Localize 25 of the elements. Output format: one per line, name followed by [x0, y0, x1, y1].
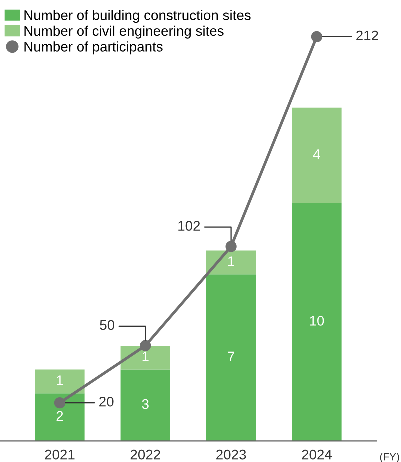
data-label: 50	[100, 320, 115, 330]
data-label: 1	[228, 256, 234, 266]
legend-label: Number of building construction sites	[24, 10, 251, 24]
bar	[35, 370, 85, 394]
bar	[292, 203, 342, 442]
x-tick-label: 2023	[216, 450, 246, 460]
x-tick-label: 2021	[45, 450, 75, 460]
data-label: 10	[310, 316, 324, 326]
legend-label: Number of participants	[24, 42, 163, 55]
data-label: 102	[178, 221, 200, 231]
data-label: 1	[142, 352, 149, 362]
data-label: 212	[356, 30, 378, 41]
data-label: 1	[57, 376, 64, 386]
bar	[206, 274, 256, 442]
x-tick-label: 2024	[302, 450, 332, 460]
data-label: 4	[313, 150, 320, 160]
data-label: 2	[56, 411, 64, 421]
data-label: 7	[228, 352, 234, 362]
legend-label: Number of civil engineering sites	[24, 26, 224, 39]
bar	[35, 394, 85, 442]
bar	[120, 370, 170, 442]
data-label: 3	[142, 399, 149, 410]
data-label: 20	[100, 396, 114, 407]
x-tick-label: 2022	[130, 450, 160, 460]
bar	[292, 108, 342, 204]
